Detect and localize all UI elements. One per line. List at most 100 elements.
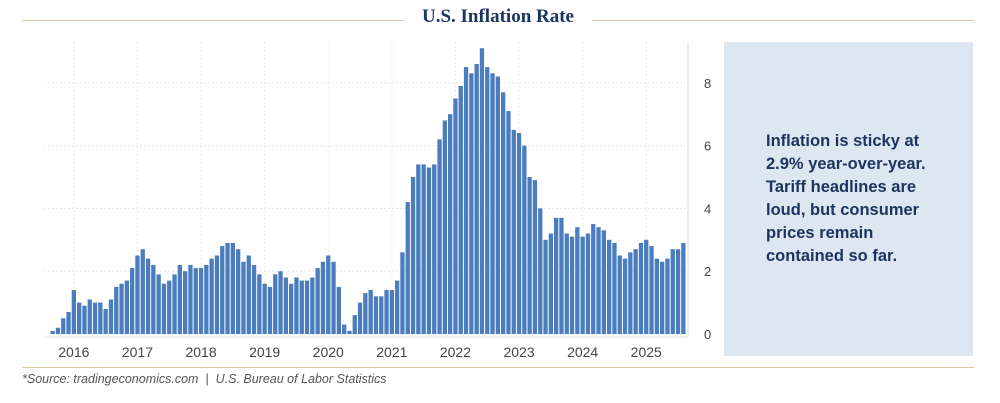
bar [283, 277, 288, 334]
bar [405, 202, 410, 334]
commentary-box: Inflation is sticky at 2.9% year-over-ye… [724, 42, 973, 356]
bar [660, 261, 665, 334]
x-tick-label: 2016 [58, 344, 89, 360]
bar [304, 280, 310, 334]
bar [209, 258, 214, 334]
bar [681, 242, 686, 334]
bar [336, 286, 341, 334]
bar [532, 180, 538, 334]
bar [554, 217, 559, 334]
bar [384, 290, 389, 334]
bar [607, 239, 612, 334]
bar [204, 264, 209, 334]
x-tick-label: 2024 [567, 344, 598, 360]
bar [320, 261, 326, 334]
bar [225, 242, 230, 334]
bar [357, 302, 363, 334]
bar [453, 98, 458, 334]
bar [469, 73, 474, 334]
y-tick-label: 6 [704, 139, 711, 154]
bar [183, 271, 188, 334]
bar [347, 330, 352, 334]
bar [442, 120, 447, 334]
bar [135, 255, 140, 334]
bar [458, 85, 463, 334]
bar [61, 318, 66, 334]
bar [511, 129, 516, 334]
bar [294, 277, 299, 334]
bar [77, 302, 82, 334]
bar [230, 242, 235, 334]
bar [379, 296, 384, 334]
bar [421, 164, 426, 334]
bar [251, 264, 257, 334]
bar [426, 167, 432, 334]
bar [66, 312, 71, 334]
bar [596, 227, 601, 334]
bar [98, 302, 103, 334]
bar [130, 268, 135, 334]
bar [569, 236, 575, 334]
bar [114, 286, 119, 334]
bar [172, 274, 177, 334]
bar [416, 164, 421, 334]
bar [474, 63, 479, 335]
bar [501, 92, 506, 334]
bar [675, 249, 681, 334]
bar [55, 327, 61, 334]
bar [82, 305, 87, 334]
bar [591, 224, 596, 334]
bar [299, 280, 304, 334]
commentary-text: Inflation is sticky at 2.9% year-over-ye… [766, 132, 926, 265]
bar [267, 286, 273, 334]
x-tick-label: 2020 [313, 344, 344, 360]
bar [585, 233, 591, 334]
bar [273, 274, 278, 334]
bar [103, 308, 108, 334]
bar [437, 139, 442, 334]
bar [654, 258, 659, 334]
y-tick-label: 4 [704, 201, 711, 216]
bar [124, 280, 129, 334]
bar [373, 296, 379, 334]
x-tick-label: 2018 [185, 344, 216, 360]
title-rule-right [592, 20, 974, 21]
bar [214, 255, 220, 334]
bar [665, 258, 670, 334]
y-tick-label: 2 [704, 264, 711, 279]
bar [575, 227, 580, 334]
bar [50, 330, 55, 334]
bar [622, 258, 628, 334]
bar [548, 233, 553, 334]
x-tick-label: 2025 [631, 344, 662, 360]
bar [177, 264, 182, 334]
bar [670, 249, 675, 334]
bar [262, 283, 267, 334]
y-tick-label: 0 [704, 327, 711, 342]
bar [448, 114, 453, 334]
bar [193, 268, 198, 334]
title-rule-left [22, 20, 404, 21]
x-tick-label: 2017 [122, 344, 153, 360]
bar [617, 255, 622, 334]
bar [315, 268, 320, 334]
bar [495, 76, 500, 335]
bar [352, 315, 357, 334]
bar [516, 133, 522, 334]
bar [432, 164, 437, 334]
bar [87, 299, 92, 334]
bar [257, 274, 262, 334]
bar [310, 277, 315, 334]
bar [633, 249, 638, 334]
bar [400, 252, 405, 334]
bar [220, 246, 225, 334]
bar [463, 67, 469, 334]
bar [289, 283, 294, 334]
inflation-bar-chart: 0 2 4 6 8 2016 2017 2018 2019 2020 2021 2022 2023 202… [44, 42, 711, 360]
bar [644, 239, 649, 334]
bar [580, 236, 585, 334]
bar [167, 280, 172, 334]
x-tick-label: 2022 [440, 344, 471, 360]
bar [108, 299, 114, 334]
bar [538, 208, 543, 334]
